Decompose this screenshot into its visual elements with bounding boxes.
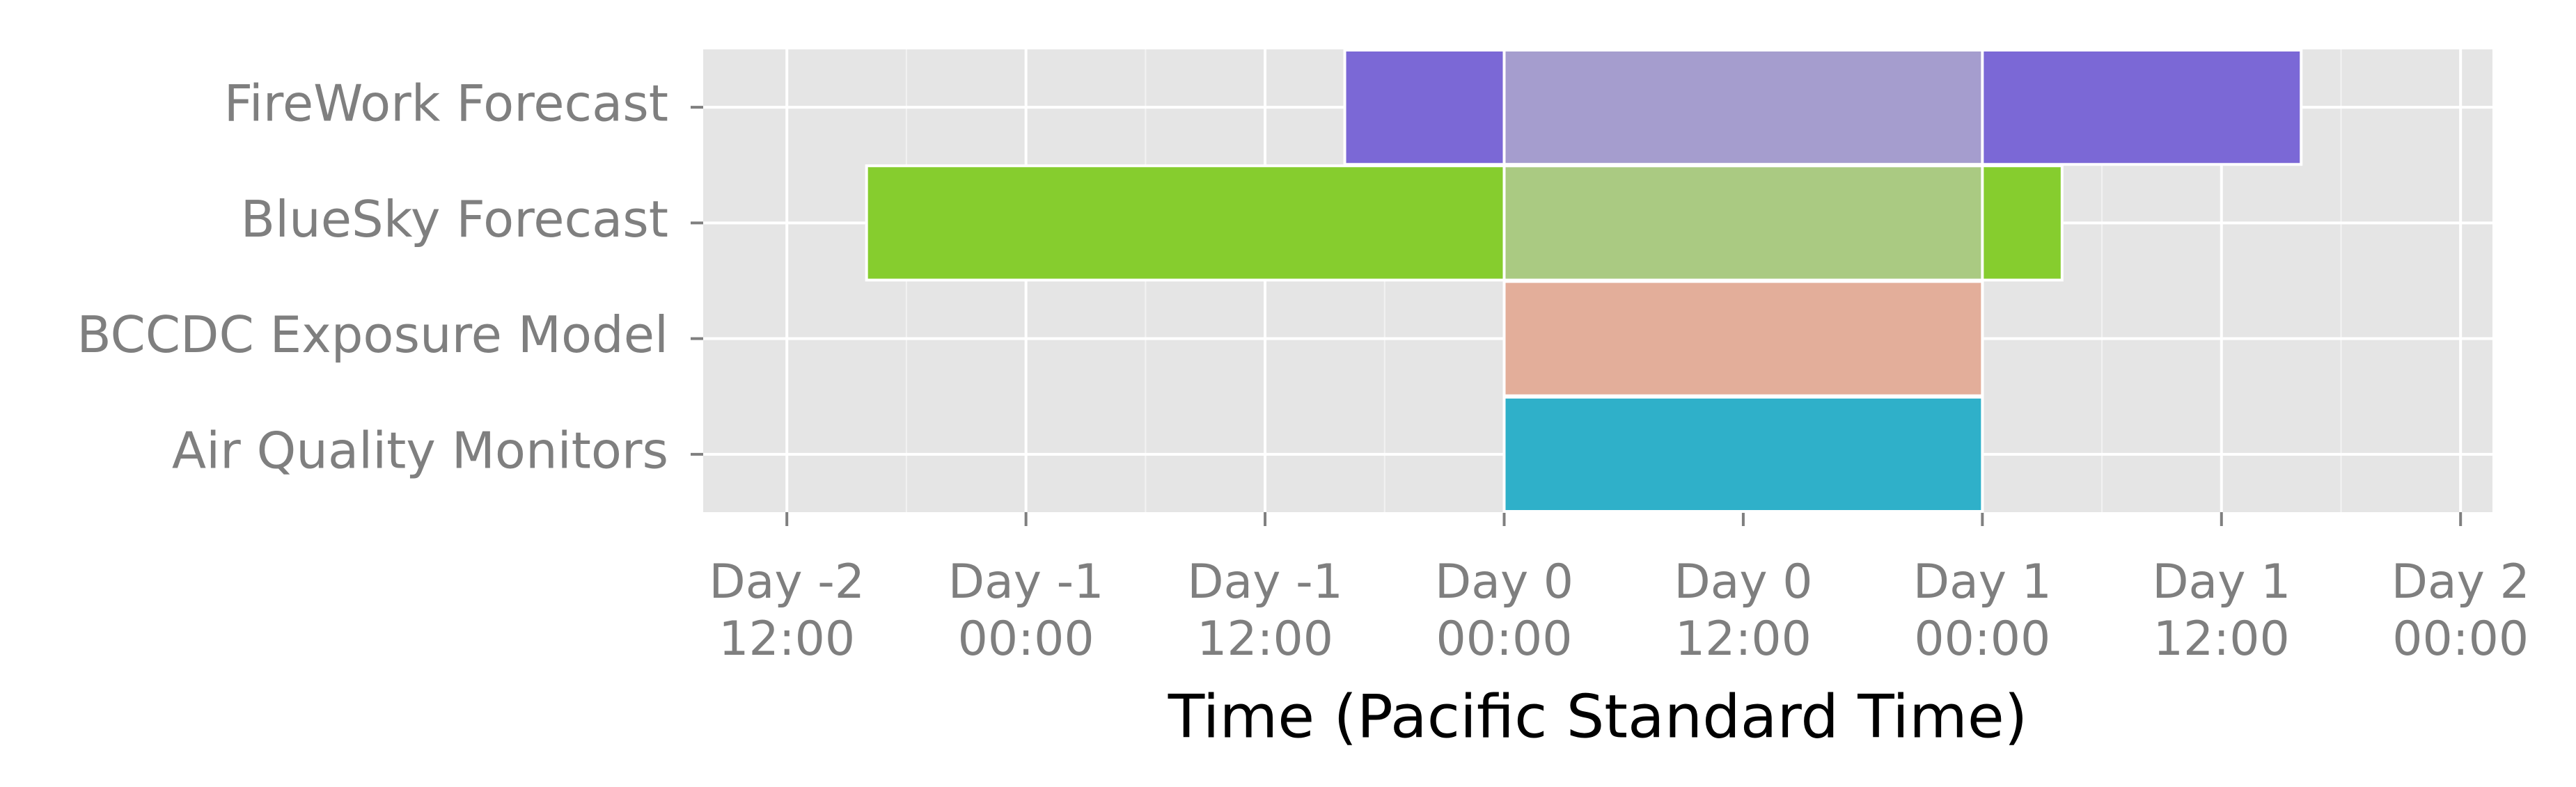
x-tick-label: Day 1 00:00 bbox=[1913, 555, 2052, 667]
x-tick-label: Day -2 12:00 bbox=[709, 555, 865, 667]
x-tick-label: Day 0 12:00 bbox=[1674, 555, 1813, 667]
y-tick-label: BlueSky Forecast bbox=[241, 190, 668, 248]
bar bbox=[1502, 395, 1984, 513]
overlap-region bbox=[1502, 164, 1984, 282]
x-tick-label: Day 0 00:00 bbox=[1434, 555, 1574, 667]
overlap-region bbox=[1502, 49, 1984, 166]
x-axis-title: Time (Pacific Standard Time) bbox=[1168, 682, 2028, 752]
y-tick-label: FireWork Forecast bbox=[224, 74, 668, 133]
x-tick-label: Day -1 12:00 bbox=[1187, 555, 1343, 667]
x-tick-label: Day 2 00:00 bbox=[2391, 555, 2530, 667]
y-tick-label: Air Quality Monitors bbox=[172, 421, 668, 479]
bar bbox=[1502, 280, 1984, 397]
x-tick-label: Day -1 00:00 bbox=[948, 555, 1104, 667]
y-tick-label: BCCDC Exposure Model bbox=[77, 305, 668, 364]
x-tick-label: Day 1 12:00 bbox=[2152, 555, 2291, 667]
